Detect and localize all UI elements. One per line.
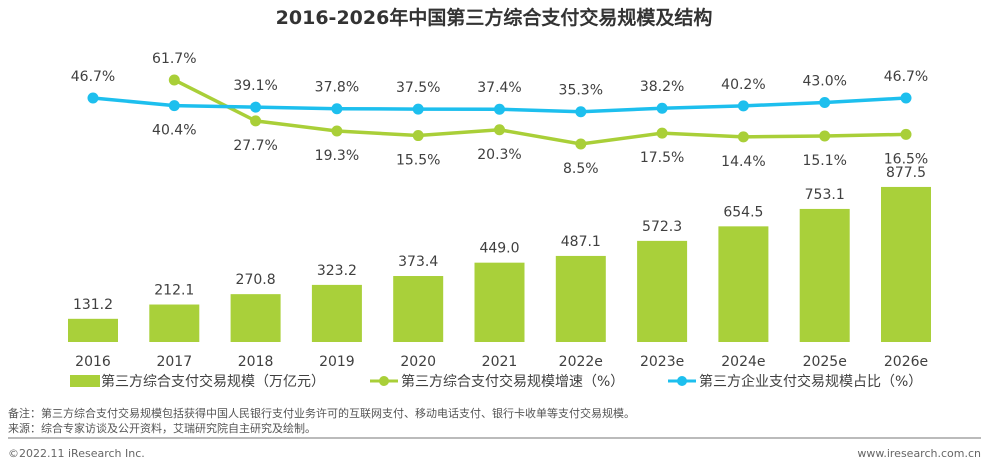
line-label: 16.5% [884, 151, 928, 167]
data-point [737, 131, 749, 143]
line-label: 46.7% [884, 69, 928, 85]
bar [637, 240, 688, 342]
line-label: 27.7% [233, 138, 277, 154]
bar-label: 877.5 [886, 165, 926, 181]
line-label: 40.4% [152, 123, 196, 139]
data-point [331, 103, 343, 115]
bar [555, 255, 606, 342]
legend-bar-swatch [70, 375, 100, 387]
data-point [737, 100, 749, 112]
bar [799, 208, 850, 342]
line-label: 14.4% [721, 154, 765, 170]
x-tick-label: 2024e [721, 354, 765, 370]
x-tick-label: 2026e [884, 354, 928, 370]
data-point [412, 130, 424, 142]
line-label: 8.5% [563, 161, 599, 177]
line-label: 37.8% [315, 80, 359, 96]
data-point [494, 124, 505, 136]
data-point [575, 138, 587, 150]
legend-marker [677, 376, 687, 386]
source-note: 来源：综合专家访谈及公开资料，艾瑞研究院自主研究及绘制。 [8, 422, 316, 435]
legend-label: 第三方综合支付交易规模增速（%） [401, 373, 624, 390]
bar-label: 131.2 [73, 297, 113, 313]
x-tick-label: 2023e [640, 354, 684, 370]
data-point [656, 127, 668, 139]
bar-label: 449.0 [479, 241, 519, 257]
website-link[interactable]: www.iresearch.com.cn [857, 447, 981, 460]
bar-label: 753.1 [805, 187, 845, 203]
series-line [173, 78, 907, 146]
bar-label: 212.1 [154, 283, 194, 299]
bar [68, 318, 118, 342]
legend-label: 第三方企业支付交易规模占比（%） [699, 373, 922, 390]
bar [393, 276, 444, 342]
line-label: 46.7% [71, 69, 115, 85]
bar-label: 572.3 [642, 219, 682, 235]
line-label: 39.1% [233, 78, 277, 94]
chart-title: 2016-2026年中国第三方综合支付交易规模及结构 [276, 6, 713, 29]
legend-marker [379, 376, 389, 386]
bar-label: 487.1 [561, 234, 601, 250]
x-tick-label: 2022e [559, 354, 603, 370]
line-label: 20.3% [477, 147, 521, 163]
data-point [250, 115, 262, 127]
data-point [168, 100, 180, 112]
line-label: 43.0% [802, 73, 846, 89]
data-point [900, 128, 912, 140]
bar [311, 284, 362, 342]
line-label: 17.5% [640, 150, 684, 166]
remark-note: 备注：第三方综合支付交易规模包括获得中国人民银行支付业务许可的互联网支付、移动电… [8, 407, 635, 420]
x-tick-label: 2017 [156, 354, 192, 370]
data-point [819, 130, 831, 142]
bar-label: 270.8 [236, 272, 276, 288]
legend-label: 第三方综合支付交易规模（万亿元） [101, 373, 325, 390]
data-point [168, 74, 180, 86]
line-label: 40.2% [721, 77, 765, 93]
x-tick-label: 2021 [482, 354, 518, 370]
line-label: 38.2% [640, 79, 684, 95]
data-point [819, 96, 831, 108]
x-tick-label: 2018 [238, 354, 274, 370]
bar [881, 186, 931, 342]
line-label: 61.7% [152, 51, 196, 67]
bar [718, 226, 769, 342]
x-tick-label: 2019 [319, 354, 355, 370]
chart: 2016-2026年中国第三方综合支付交易规模及结构 131.2 212.1 270… [68, 6, 931, 390]
line-label: 19.3% [315, 148, 359, 164]
data-point [412, 103, 424, 115]
bar [149, 304, 200, 342]
x-tick-label: 2020 [400, 354, 436, 370]
bar-label: 654.5 [723, 204, 763, 220]
line-label: 37.5% [396, 80, 440, 96]
data-point [250, 101, 262, 113]
data-point [656, 102, 668, 114]
legend: 第三方综合支付交易规模（万亿元） 第三方综合支付交易规模增速（%） 第三方企业支付交… [70, 373, 922, 390]
copyright: ©2022.11 iResearch Inc. [8, 447, 145, 460]
data-point [575, 106, 587, 118]
line-label: 15.5% [396, 153, 440, 169]
data-point [87, 92, 99, 104]
data-point [900, 92, 912, 104]
line-label: 15.1% [802, 153, 846, 169]
bar-label: 323.2 [317, 263, 357, 279]
bar-label: 373.4 [398, 254, 438, 270]
divider [8, 437, 981, 439]
x-tick-label: 2016 [75, 354, 111, 370]
line-label: 35.3% [559, 83, 603, 99]
bar [230, 294, 281, 342]
bar [474, 262, 525, 342]
line-label: 37.4% [477, 80, 521, 96]
data-point [494, 103, 505, 115]
data-point [331, 125, 343, 137]
x-tick-label: 2025e [803, 354, 847, 370]
